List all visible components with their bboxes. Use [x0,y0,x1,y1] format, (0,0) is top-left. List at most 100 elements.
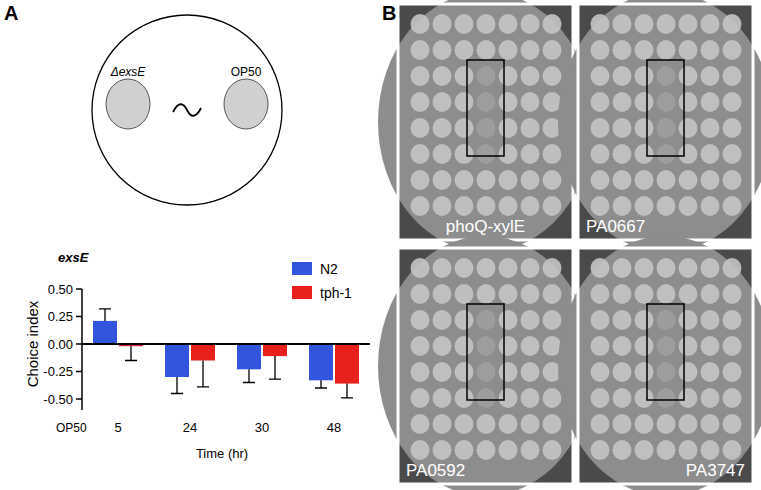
colony-spot [521,170,540,190]
colony-spot [679,284,698,304]
bacterial-lawn [224,79,268,129]
colony-spot [701,284,720,304]
colony-spot [679,258,698,278]
colony-spot [657,440,676,460]
colony-spot [591,284,610,304]
colony-spot [613,40,632,60]
bar [93,321,117,344]
x-axis-title: Time (hr) [196,446,248,461]
colony-spot [477,118,496,138]
colony-spot [679,144,698,164]
colony-spot [613,388,632,408]
colony-spot [701,196,720,216]
colony-spot [635,284,654,304]
colony-spot [635,66,654,86]
colony-spot [613,66,632,86]
colony-spot [679,40,698,60]
colony-spot [477,40,496,60]
page: {"chart_data": {"type": "bar", "categori… [0,0,761,490]
highlight-box [467,60,504,156]
colony-spot [499,414,518,434]
colony-spot [679,336,698,356]
colony-spot [411,144,430,164]
legend-swatch [292,286,312,299]
colony-spot [613,284,632,304]
bar [237,344,261,369]
colony-spot [543,196,562,216]
colony-spot [477,284,496,304]
colony-spot [679,66,698,86]
colony-spot [613,440,632,460]
bacterial-lawn [106,79,150,129]
colony-spot [411,14,430,34]
colony-spot [657,336,676,356]
colony-spot [543,388,562,408]
colony-spot [521,414,540,434]
colony-spot [723,414,742,434]
plate-label: phoQ-xylE [446,217,525,236]
colony-spot [591,170,610,190]
panel-label: A [4,2,18,24]
colony-spot [521,66,540,86]
colony-spot [723,362,742,382]
plate-label: PA3747 [686,461,745,480]
colony-spot [499,144,518,164]
colony-spot [657,92,676,112]
error-bar [197,361,209,387]
colony-spot [455,310,474,330]
bar [165,344,189,377]
plate-label: PA0592 [406,461,465,480]
colony-spot [701,310,720,330]
colony-spot [433,92,452,112]
colony-spot [723,388,742,408]
colony-spot [591,14,610,34]
highlight-box [647,304,684,400]
colony-spot [499,258,518,278]
colony-spot [679,388,698,408]
colony-spot [477,196,496,216]
colony-spot [455,40,474,60]
colony-spot [411,66,430,86]
colony-spot [477,144,496,164]
y-tick-label: -0.25 [43,364,73,379]
colony-spot [499,170,518,190]
colony-spot [679,414,698,434]
plate-border [398,4,573,240]
worm [173,104,201,116]
error-bar [125,346,137,360]
x-tick-label: 5 [114,420,121,435]
colony-spot [411,40,430,60]
colony-spot [591,336,610,356]
colony-spot [657,40,676,60]
legend-label: tph-1 [320,285,352,301]
colony-spot [679,310,698,330]
colony-spot [411,414,430,434]
colony-spot [657,196,676,216]
colony-spot [433,362,452,382]
colony-spot [613,170,632,190]
colony-spot [613,258,632,278]
colony-spot [455,66,474,86]
colony-spot [657,66,676,86]
legend-swatch [292,262,312,275]
colony-spot [657,14,676,34]
colony-spot [591,40,610,60]
y-tick-label: 0.50 [48,282,73,297]
y-tick [76,316,82,318]
colony-spot [635,170,654,190]
x-tick-label: 30 [255,420,269,435]
colony-spot [613,414,632,434]
y-axis-title: Choice index [24,300,41,387]
error-bar [243,369,255,382]
colony-spot [635,118,654,138]
colony-spot [477,414,496,434]
colony-spot [657,362,676,382]
x-tick-label: 48 [327,420,341,435]
plate-agar [558,0,761,252]
colony-spot [701,92,720,112]
colony-spot [723,40,742,60]
colony-spot [679,362,698,382]
colony-spot [635,144,654,164]
colony-spot [477,310,496,330]
colony-spot [521,388,540,408]
